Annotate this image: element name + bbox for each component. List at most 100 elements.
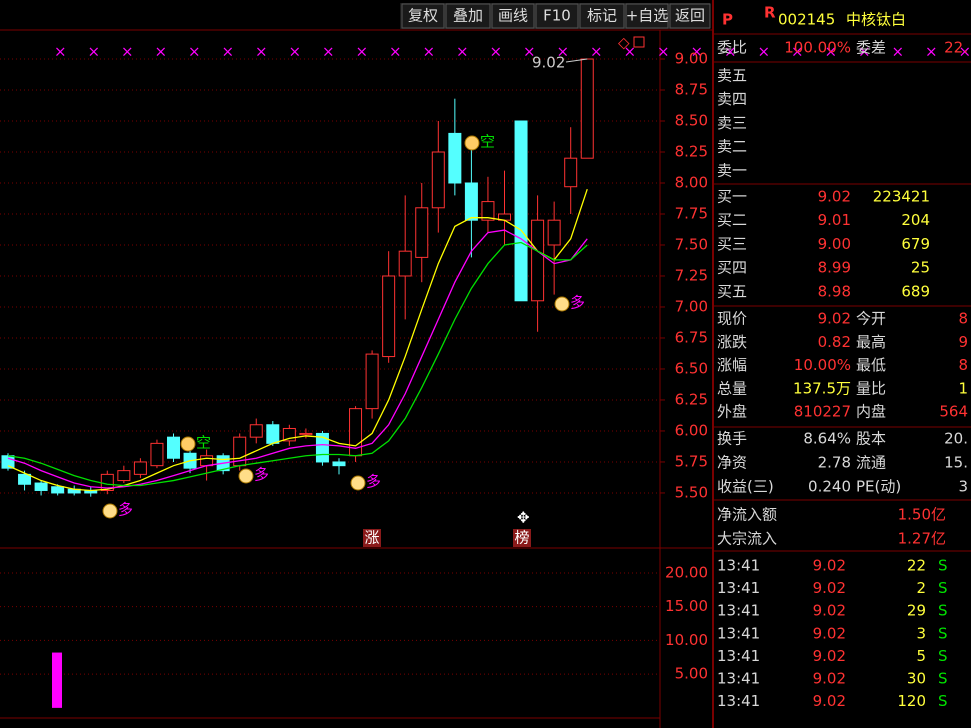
signal: 多 xyxy=(570,294,585,312)
toolbar-label[interactable]: F10 xyxy=(543,7,571,25)
trade-side: S xyxy=(938,579,948,597)
trade-price: 9.02 xyxy=(813,579,846,597)
trade-volume: 29 xyxy=(907,602,926,620)
quote-text: 委差 xyxy=(856,39,886,57)
trade-volume: 5 xyxy=(916,647,926,665)
toolbar-button[interactable] xyxy=(445,3,491,29)
candle-body xyxy=(299,432,313,436)
flow-label: 净流入额 xyxy=(717,506,777,524)
y-tick-label: 9.00 xyxy=(675,50,708,68)
last-price-label: 9.02 xyxy=(532,54,565,72)
quote-text: 委比 xyxy=(717,39,747,57)
quote-text: 现价 xyxy=(717,310,747,328)
toolbar-button[interactable] xyxy=(669,3,711,29)
top-marker: × xyxy=(188,43,201,61)
top-marker: × xyxy=(121,43,134,61)
trade-volume: 30 xyxy=(907,670,926,688)
top-marker: × xyxy=(657,43,670,61)
top-marker: × xyxy=(590,43,603,61)
signal-icon xyxy=(554,296,570,312)
trade-price: 9.02 xyxy=(813,692,846,710)
candle-body xyxy=(481,201,495,221)
signal: 多 xyxy=(118,501,133,519)
quote-text: 20. xyxy=(944,430,968,448)
icon[interactable]: ◇ xyxy=(618,34,630,52)
y-tick-label: 6.00 xyxy=(675,421,708,439)
ask-label: 卖五 xyxy=(717,67,747,85)
top-marker: × xyxy=(691,43,704,61)
ask-label: 卖一 xyxy=(717,161,747,179)
toolbar-label[interactable]: 标记 xyxy=(587,7,617,25)
trade-side: S xyxy=(938,647,948,665)
quote-text: 流通 xyxy=(856,454,886,472)
toolbar-button[interactable] xyxy=(401,3,445,29)
quote-text: 8 xyxy=(958,356,968,374)
quote-text: 涨幅 xyxy=(717,356,747,374)
stock-name: 中核钛白 xyxy=(846,11,906,29)
toolbar-label[interactable]: 复权 xyxy=(408,7,438,25)
signal-icon xyxy=(102,503,118,519)
quote-text: 9 xyxy=(958,333,968,351)
quote-text: 0.240 xyxy=(808,478,851,496)
quote-text: 涨跌 xyxy=(717,333,747,351)
marker: 涨 xyxy=(364,529,379,547)
moving-average xyxy=(7,241,588,487)
toolbar-button[interactable] xyxy=(491,3,535,29)
flag: P xyxy=(722,11,733,29)
top-marker: × xyxy=(791,43,804,61)
quote-text: 最高 xyxy=(856,333,886,351)
stock-code: 002145 xyxy=(778,11,835,29)
bid-label: 买五 xyxy=(717,282,747,300)
signal: 空 xyxy=(196,434,211,452)
y-tick-label: 8.25 xyxy=(675,142,708,160)
moving-average xyxy=(7,188,588,492)
quote-text: 564 xyxy=(939,403,968,421)
trade-time: 13:41 xyxy=(717,579,760,597)
candle-body xyxy=(266,424,280,444)
quote-text: 0.82 xyxy=(818,333,851,351)
signal: 空 xyxy=(480,133,495,151)
candle-body xyxy=(167,436,180,459)
bid-volume: 679 xyxy=(901,235,930,253)
y-tick-label: 7.75 xyxy=(675,204,708,222)
toolbar-button[interactable] xyxy=(579,3,625,29)
trade-side: S xyxy=(938,557,948,575)
toolbar-label[interactable]: 返回 xyxy=(675,7,705,25)
toolbar-button[interactable] xyxy=(625,3,669,29)
y-tick-label: 20.00 xyxy=(665,563,708,581)
flow-value: 1.27亿 xyxy=(898,530,946,548)
quote-text: 15. xyxy=(944,454,968,472)
trade-volume: 120 xyxy=(897,692,926,710)
candle-body xyxy=(249,424,263,438)
top-marker: × xyxy=(724,43,737,61)
y-tick-label: 6.50 xyxy=(675,359,708,377)
toolbar-button[interactable] xyxy=(535,3,579,29)
quote-text: 股本 xyxy=(856,430,886,448)
toolbar-label[interactable]: 画线 xyxy=(498,7,528,25)
quote-text: 9.02 xyxy=(818,310,851,328)
y-tick-label: 7.25 xyxy=(675,266,708,284)
quote-text: 10.00% xyxy=(794,356,851,374)
quote-text: PE(动) xyxy=(856,478,901,496)
toolbar-label[interactable]: +自选 xyxy=(626,7,669,25)
ask-label: 卖二 xyxy=(717,138,747,156)
trade-time: 13:41 xyxy=(717,670,760,688)
icon[interactable] xyxy=(633,36,645,48)
candle-body xyxy=(431,151,445,209)
y-tick-label: 6.75 xyxy=(675,328,708,346)
bid-price: 9.02 xyxy=(818,188,851,206)
quote-text: 净资 xyxy=(717,454,747,472)
bid-label: 买一 xyxy=(717,188,747,206)
y-tick-label: 15.00 xyxy=(665,597,708,615)
quote-text: 8 xyxy=(958,310,968,328)
candle-body xyxy=(580,58,594,159)
moving-average xyxy=(7,229,588,489)
y-tick-label: 5.00 xyxy=(675,665,708,683)
toolbar-label[interactable]: 叠加 xyxy=(453,7,483,25)
quote-text: 8.64% xyxy=(803,430,851,448)
bid-label: 买四 xyxy=(717,259,747,277)
flow-label: 大宗流入 xyxy=(717,530,777,548)
candle-body xyxy=(415,207,429,258)
trade-time: 13:41 xyxy=(717,624,760,642)
